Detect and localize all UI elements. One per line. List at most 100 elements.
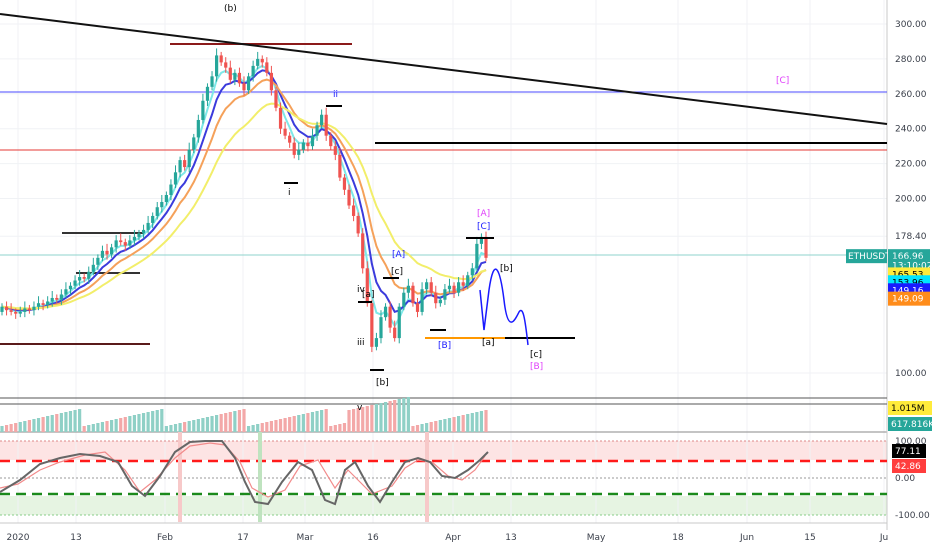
- volume-bar: [310, 412, 315, 432]
- volume-bar: [383, 402, 388, 432]
- candle-body: [219, 55, 223, 63]
- time-tick-label: Ju: [879, 533, 888, 543]
- wave-label: [C]: [776, 76, 789, 86]
- candle-body: [310, 135, 315, 147]
- candle-body: [315, 125, 319, 136]
- time-tick-label: May: [587, 533, 606, 543]
- candle-body: [283, 128, 287, 136]
- price-tick-label: 220.00: [895, 160, 927, 170]
- volume-bar: [246, 426, 251, 432]
- volume-bar: [18, 422, 22, 432]
- volume-bar: [306, 413, 310, 432]
- candle-body: [420, 289, 424, 312]
- volume-bar: [141, 413, 146, 432]
- osc-highlight: [425, 432, 429, 522]
- price-tick-label: 178.40: [895, 232, 927, 242]
- wave-label: v: [357, 403, 363, 413]
- candle-body: [59, 294, 63, 300]
- candle-body: [288, 135, 292, 143]
- wave-label: [A]: [392, 250, 405, 260]
- volume-bar: [68, 411, 73, 432]
- candle-body: [41, 303, 45, 305]
- volume-bar: [160, 409, 164, 432]
- candle-body: [183, 160, 187, 168]
- osc-tick-label: -100.00: [895, 511, 930, 521]
- price-tag-bg: [888, 291, 930, 306]
- wave-label: iv: [357, 285, 366, 295]
- volume-bar: [278, 419, 283, 432]
- volume-bar: [361, 407, 365, 432]
- volume-bar: [59, 413, 63, 432]
- volume-bar: [443, 419, 447, 432]
- time-tick-label: 16: [367, 533, 379, 543]
- volume-bar: [96, 423, 100, 432]
- volume-bar: [292, 416, 296, 432]
- candle-body: [18, 311, 22, 314]
- candle-body: [329, 135, 333, 147]
- candle-body: [164, 195, 168, 202]
- volume-bar: [119, 418, 123, 432]
- candle-body: [105, 250, 109, 255]
- candle-body: [320, 114, 324, 126]
- time-axis[interactable]: 2020 13 Feb 17 Mar 16 Apr 13 May 18 Jun 15 Ju: [7, 533, 889, 543]
- volume-bar: [301, 414, 305, 432]
- candle-body: [365, 268, 369, 304]
- candle-body: [351, 205, 356, 216]
- volume-bar: [297, 415, 301, 432]
- price-tag-value: 153.96: [892, 278, 924, 288]
- candle-body: [356, 215, 360, 234]
- candle-body: [333, 146, 337, 155]
- volume-bar: [196, 419, 200, 432]
- volume-tag-bg: [888, 417, 932, 431]
- volume-bar: [137, 414, 141, 432]
- volume-bar: [27, 420, 31, 432]
- wave-label: iii: [357, 338, 365, 348]
- volume-bar: [256, 424, 260, 432]
- candle-body: [246, 76, 251, 91]
- volume-bar: [224, 413, 228, 432]
- moving-average-line: [1, 102, 487, 310]
- volume-bar: [283, 418, 287, 432]
- volume-bar: [132, 415, 137, 432]
- volume-bar: [365, 406, 369, 432]
- time-tick-label: 13: [70, 533, 81, 543]
- volume-bar: [484, 410, 488, 432]
- candle-body: [224, 62, 228, 68]
- grid-lines: [0, 0, 887, 523]
- volume-tag-value: 1.015M: [891, 404, 925, 414]
- volume-bar: [351, 409, 356, 432]
- volume-bar: [215, 415, 219, 432]
- candle-body: [466, 275, 470, 286]
- candle-body: [73, 280, 77, 286]
- time-tick-label: 17: [237, 533, 248, 543]
- candle-body: [78, 277, 82, 281]
- volume-bar: [73, 410, 77, 432]
- volume-bar: [265, 422, 269, 432]
- price-axis[interactable]: 300.00 280.00 260.00 240.00 220.00 200.00 178.…: [895, 20, 927, 379]
- candle-body: [475, 243, 479, 269]
- price-tick-label: 260.00: [895, 90, 927, 100]
- volume-bar: [87, 425, 91, 432]
- candle-body: [429, 282, 433, 293]
- oscillator-oversold-zone: [0, 496, 887, 515]
- candle-body: [141, 229, 146, 234]
- volume-bar: [452, 417, 456, 432]
- candle-body: [169, 184, 173, 196]
- candle-body: [96, 257, 100, 265]
- candle-body: [297, 149, 301, 155]
- price-tick-label: 280.00: [895, 55, 927, 65]
- volume-bar: [393, 400, 397, 432]
- candle-body: [402, 292, 406, 307]
- candle-body: [393, 327, 397, 339]
- wave-label: [A]: [477, 209, 490, 219]
- candle-body: [215, 55, 219, 77]
- candle-body: [347, 189, 351, 206]
- volume-tag-bg: [888, 401, 932, 415]
- osc-tag-bg: [892, 444, 926, 458]
- price-tag-symbol: ETHUSDT: [848, 252, 891, 262]
- drawn-levels: [0, 13, 888, 405]
- oscillator-axis[interactable]: 100.00 0.00 -100.00 77.11 42.86: [892, 437, 930, 521]
- volume-bar: [315, 411, 319, 432]
- volume-bar: [475, 412, 479, 432]
